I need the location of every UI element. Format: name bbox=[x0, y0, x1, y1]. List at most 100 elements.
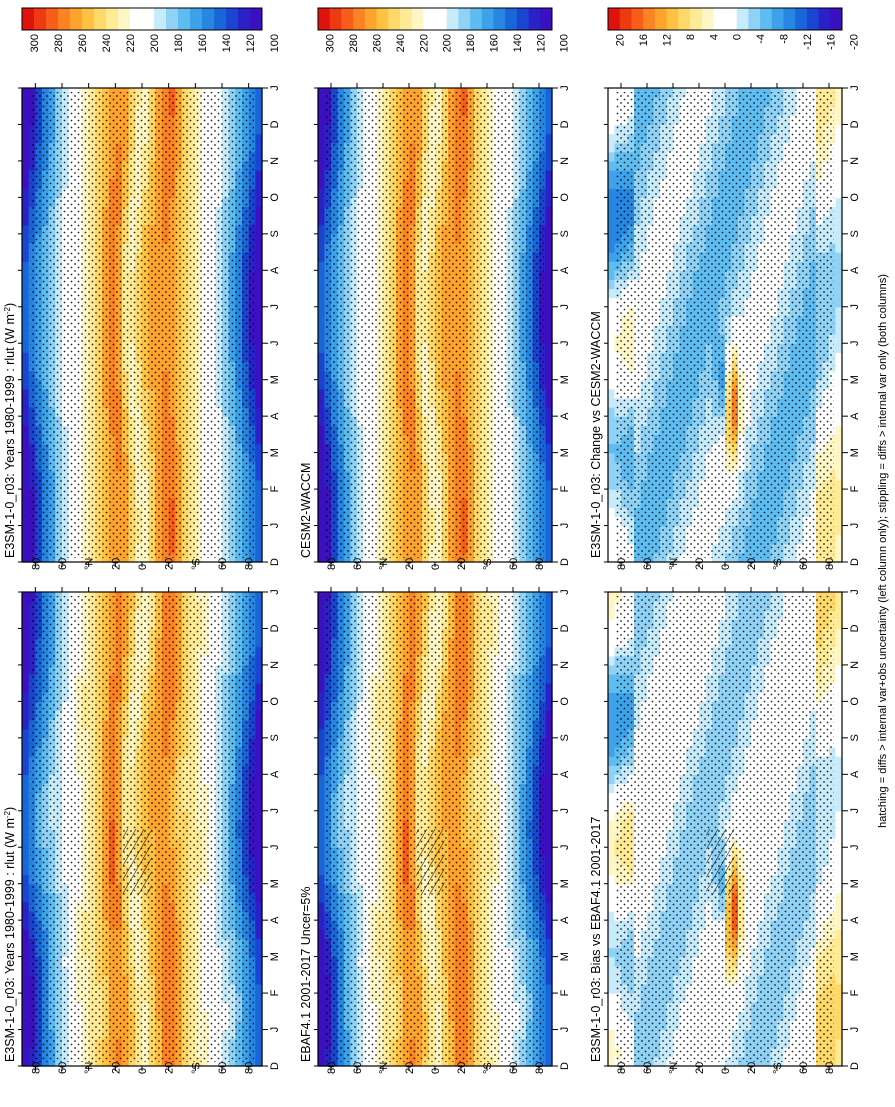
lat-label: 80 bbox=[244, 1062, 256, 1074]
month-label: M bbox=[269, 448, 281, 457]
heatmap-cell bbox=[22, 756, 29, 766]
hatching-overlay bbox=[123, 829, 152, 895]
lat-label: 80 bbox=[30, 1062, 42, 1074]
heatmap-cell bbox=[318, 480, 325, 490]
month-label: M bbox=[269, 952, 281, 961]
heatmap-cell bbox=[22, 489, 29, 499]
heatmap-cell bbox=[22, 893, 29, 903]
heatmap-cell bbox=[22, 416, 29, 426]
heatmap-cell bbox=[318, 225, 325, 235]
heatmap-cell bbox=[318, 161, 325, 171]
heatmap-cell bbox=[22, 856, 29, 866]
heatmap-cell bbox=[22, 307, 29, 317]
heatmap-cell bbox=[318, 444, 325, 454]
heatmap-cell bbox=[318, 462, 325, 472]
heatmap-cell bbox=[22, 966, 29, 976]
heatmap-cell bbox=[22, 929, 29, 939]
heatmap-cell bbox=[22, 802, 29, 812]
heatmap-cell bbox=[22, 462, 29, 472]
heatmap-cell bbox=[22, 747, 29, 757]
heatmap-cell bbox=[318, 197, 325, 207]
heatmap-cell bbox=[22, 993, 29, 1003]
heatmap-cell bbox=[318, 371, 325, 381]
heatmap-cell bbox=[318, 498, 325, 508]
heatmap-cell bbox=[22, 738, 29, 748]
heatmap-cell bbox=[22, 729, 29, 739]
heatmap-cell bbox=[318, 535, 325, 545]
heatmap-cell bbox=[22, 516, 29, 526]
month-label: J bbox=[269, 1027, 281, 1033]
heatmap-cell bbox=[318, 516, 325, 526]
heatmap-cell bbox=[318, 325, 325, 335]
heatmap-cell bbox=[318, 471, 325, 481]
month-label: D bbox=[269, 624, 281, 632]
heatmap-cell bbox=[318, 207, 325, 217]
heatmap-cell bbox=[318, 526, 325, 536]
month-label: J bbox=[269, 844, 281, 850]
heatmap-cell bbox=[22, 1039, 29, 1049]
month-label: A bbox=[269, 770, 281, 778]
heatmap-cell bbox=[22, 820, 29, 830]
heatmap-cell bbox=[22, 1057, 29, 1067]
heatmap-cell bbox=[22, 647, 29, 657]
heatmap-cell bbox=[22, 674, 29, 684]
figure-footnote: hatching = diffs > internal var+obs unce… bbox=[877, 274, 889, 828]
heatmap-cell bbox=[318, 544, 325, 554]
heatmap-cell bbox=[22, 592, 29, 602]
heatmap-cell bbox=[318, 170, 325, 180]
heatmap-cell bbox=[22, 507, 29, 517]
heatmap-cell bbox=[318, 270, 325, 280]
heatmap-cell bbox=[22, 380, 29, 390]
heatmap-cell bbox=[22, 866, 29, 876]
heatmap-cell bbox=[22, 316, 29, 326]
heatmap-cell bbox=[22, 638, 29, 648]
heatmap-cell bbox=[22, 1011, 29, 1021]
heatmap-cell bbox=[22, 289, 29, 299]
heatmap-cell bbox=[22, 911, 29, 921]
heatmap-cell bbox=[22, 984, 29, 994]
heatmap-cell bbox=[22, 197, 29, 207]
heatmap-cell bbox=[22, 188, 29, 198]
heatmap-cell bbox=[22, 143, 29, 153]
stippling-overlay bbox=[30, 92, 254, 558]
heatmap-cell bbox=[318, 115, 325, 125]
heatmap-cell bbox=[22, 765, 29, 775]
heatmap-cell bbox=[318, 234, 325, 244]
month-label: D bbox=[269, 1062, 281, 1070]
month-label: J bbox=[269, 340, 281, 346]
lat-label: 60 bbox=[57, 1062, 69, 1074]
lat-label: °N bbox=[84, 558, 96, 570]
heatmap-cell bbox=[22, 774, 29, 784]
panel-title: E3SM-1-0_r03: Years 1980-1999 : rlut (W … bbox=[3, 303, 17, 558]
heatmap-cell bbox=[22, 471, 29, 481]
heatmap-cell bbox=[22, 1030, 29, 1040]
heatmap-cell bbox=[318, 134, 325, 144]
month-label: J bbox=[269, 85, 281, 91]
heatmap-cell bbox=[22, 152, 29, 162]
heatmap-cell bbox=[22, 207, 29, 217]
heatmap-cell bbox=[22, 720, 29, 730]
heatmap-cell bbox=[22, 279, 29, 289]
heatmap-cell bbox=[22, 389, 29, 399]
heatmap-cell bbox=[22, 343, 29, 353]
month-label: A bbox=[269, 412, 281, 420]
heatmap-cell bbox=[22, 610, 29, 620]
heatmap-cell bbox=[22, 829, 29, 839]
heatmap-cell bbox=[22, 902, 29, 912]
heatmap-cell bbox=[318, 434, 325, 444]
heatmap-cell bbox=[22, 938, 29, 948]
heatmap-cell bbox=[22, 1020, 29, 1030]
lat-label: 0 bbox=[137, 564, 149, 570]
heatmap-cell bbox=[22, 234, 29, 244]
heatmap-cell bbox=[22, 134, 29, 144]
heatmap-cell bbox=[318, 143, 325, 153]
lat-label: 80 bbox=[244, 558, 256, 570]
heatmap-cell bbox=[22, 352, 29, 362]
heatmap-cell bbox=[318, 334, 325, 344]
heatmap-cell bbox=[318, 316, 325, 326]
lat-label: °S bbox=[190, 1062, 202, 1074]
heatmap-cell bbox=[22, 1002, 29, 1012]
heatmap-cell bbox=[318, 298, 325, 308]
